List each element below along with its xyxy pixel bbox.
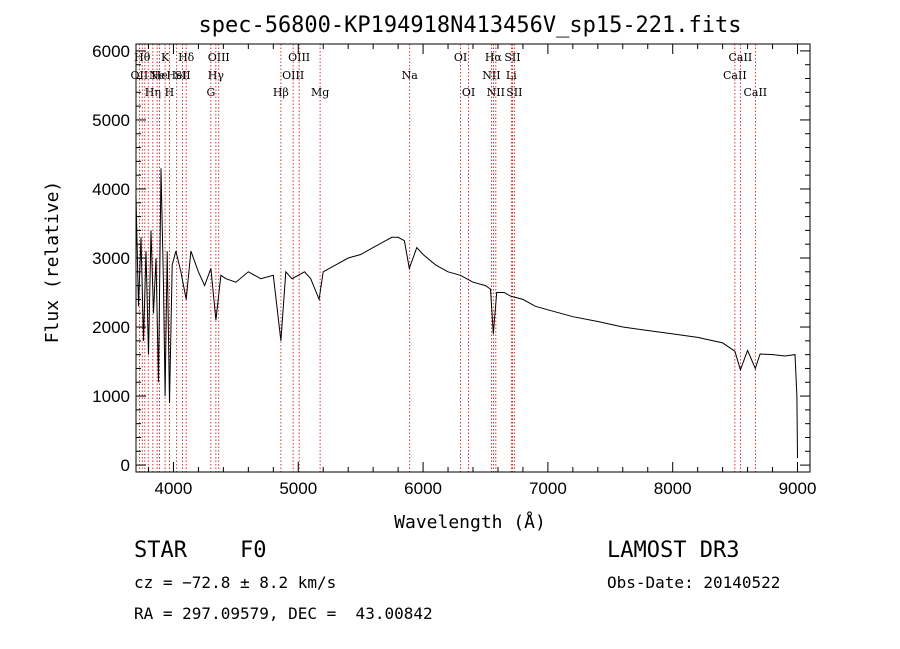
x-tick-label: 4000 [155,479,193,498]
line-marker-label: H [165,86,175,99]
y-tick-label: 0 [121,456,130,475]
line-markers [138,44,756,472]
chart-title: spec-56800-KP194918N413456V_sp15-221.fit… [198,13,741,38]
line-marker-label: G [206,86,215,99]
line-marker-label: K [161,51,170,64]
line-marker-label: Mg [311,86,329,99]
object-class: STAR [134,538,187,563]
line-marker-label: SII [504,51,520,64]
line-marker-label: CaII [723,69,747,82]
x-tick-label: 6000 [404,479,442,498]
line-marker-label: NII [482,69,500,82]
x-axis: 4000 5000 6000 7000 8000 9000 [147,44,817,498]
line-marker-label: OIII [208,51,230,64]
y-tick-label: 6000 [92,42,130,61]
obs-date: Obs-Date: 20140522 [607,573,781,592]
x-tick-label: 8000 [654,479,692,498]
line-marker-label: He [152,69,168,82]
y-tick-label: 4000 [92,180,130,199]
y-axis: 0 1000 2000 3000 4000 5000 6000 [92,42,810,475]
line-marker-label: Li [506,69,517,82]
line-marker-label: OIII [282,69,304,82]
x-tick-label: 5000 [279,479,317,498]
line-marker-label: Hη [145,86,161,99]
line-marker-label: SII [506,86,522,99]
line-marker-label: NII [487,86,505,99]
redshift-readout: cz = −72.8 ± 8.2 km/s [134,573,337,592]
survey-name: LAMOST DR3 [607,538,740,563]
y-tick-label: 5000 [92,111,130,130]
line-marker-label: CaII [729,51,753,64]
line-marker-label: Hγ [208,69,225,82]
line-marker-label: Hδ [178,51,195,64]
y-tick-label: 3000 [92,249,130,268]
line-marker-label: SII [174,69,190,82]
object-subclass: F0 [240,538,267,563]
y-axis-label: Flux (relative) [42,181,63,344]
spectrum-line [135,168,798,459]
line-marker-label: OI [462,86,475,99]
y-tick-label: 1000 [92,387,130,406]
line-marker-label: Na [402,69,419,82]
y-tick-label: 2000 [92,318,130,337]
line-marker-label: Hβ [273,86,289,99]
x-axis-label: Wavelength (Å) [394,511,546,533]
line-marker-label: Ne [149,69,165,82]
line-marker-label: Hα [485,51,503,64]
line-marker-label: CaII [743,86,767,99]
plot-frame [135,43,811,473]
line-marker-label: Hθ [134,51,151,64]
line-marker-labels: OIIHθHηNeHeKHHeISIIHδGHγOIIIHβOIIIOIIIMg… [131,51,768,99]
x-tick-label: 7000 [529,479,567,498]
line-marker-label: HeI [166,69,186,82]
line-marker-label: OII [131,69,149,82]
line-marker-label: OIII [288,51,310,64]
x-tick-label: 9000 [779,479,817,498]
coordinates-readout: RA = 297.09579, DEC = 43.00842 [134,604,433,623]
line-marker-label: OI [454,51,467,64]
